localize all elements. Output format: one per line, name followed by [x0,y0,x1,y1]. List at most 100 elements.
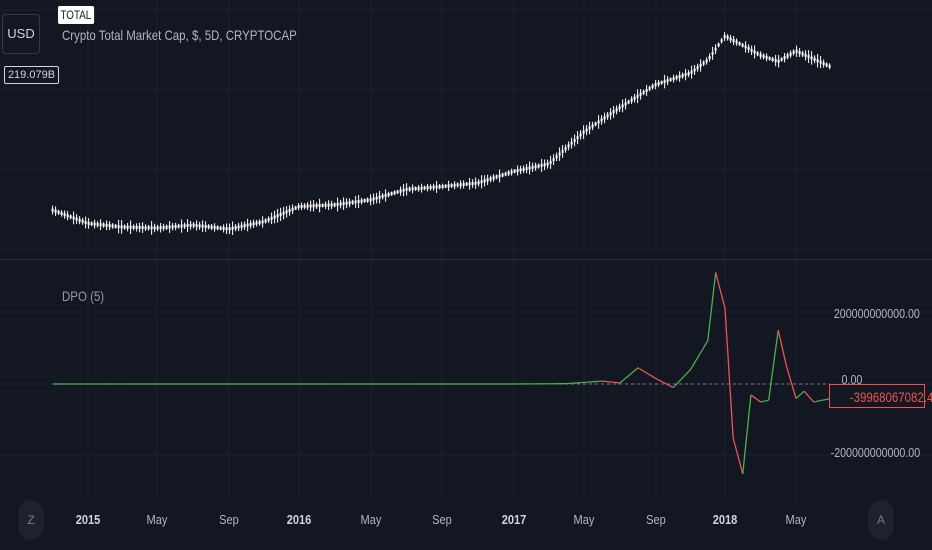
price-candle-body [624,102,627,106]
price-candle-body [648,87,651,91]
dpo-segment [684,373,688,377]
dpo-segment [693,359,697,364]
price-candle-body [675,76,678,80]
price-candle-body [525,167,528,171]
dpo-segment [752,395,756,399]
price-candle-body [783,56,786,60]
dpo-segment [629,372,633,376]
price-candle-body [375,196,378,200]
x-axis-label: May [360,512,382,527]
dpo-segment [653,376,657,380]
dpo-segment [754,397,758,400]
price-candle-body [198,224,201,228]
dpo-segment [641,369,645,372]
price-candle-body [630,98,633,102]
chart-title: Crypto Total Market Cap, $, 5D, CRYPTOCA… [62,27,297,43]
price-candle-body [558,152,561,156]
auto-scale-button[interactable]: A [868,500,894,540]
x-axis-label: Sep [432,512,452,527]
price-candle-body [339,202,342,206]
price-candle-body [69,215,72,219]
dpo-segment [676,381,680,385]
price-candle-body [126,225,129,229]
price-candle-body [228,227,231,231]
dpo-segment [758,400,761,403]
price-candle-body [294,206,297,210]
dpo-segment [791,385,795,393]
price-candle-body [678,75,681,79]
price-candle-body [201,224,204,228]
price-candle-body [453,183,456,187]
price-candle-body [174,225,177,229]
price-candle-body [642,90,645,94]
dpo-segment [655,378,659,381]
dpo-segment [805,392,809,396]
price-candle-body [192,223,195,227]
dpo-segment [625,375,629,379]
price-candle-body [732,39,735,43]
x-axis-label: May [573,512,595,527]
price-candle-body [825,63,828,67]
dpo-segment [726,340,730,374]
price-candle-body [435,185,438,189]
price-candle-body [84,220,87,224]
price-candle-body [360,199,363,203]
price-candle-body [672,77,675,81]
price-candle-body [477,181,480,185]
dpo-segment [742,454,746,475]
dpo-segment [779,338,783,349]
price-candle-body [651,85,654,89]
dpo-segment [728,373,732,406]
symbol-badge[interactable]: TOTAL [58,6,94,24]
price-candle-body [786,54,789,58]
price-candle-body [597,120,600,124]
price-candle-body [318,204,321,208]
price-candle-body [207,225,210,229]
price-candle-body [465,182,468,186]
dpo-segment [732,437,736,446]
currency-button[interactable]: USD [2,14,40,54]
dpo-segment [715,272,719,280]
price-candle-body [795,49,798,53]
dpo-segment [695,356,699,361]
price-candle-body [168,225,171,229]
price-candle-body [720,39,723,43]
price-candle-body [639,92,642,96]
price-candle-body [756,52,759,56]
price-candle-body [99,223,102,227]
price-candle-body [90,222,93,226]
price-candle-body [249,222,252,226]
x-axis-label: 2017 [501,512,527,527]
scale-toggle-button[interactable]: Z [18,500,44,540]
price-candle-body [507,171,510,175]
price-candle-body [252,222,255,226]
price-candle-body [483,179,486,183]
price-candle-body [549,160,552,164]
price-candle-body [660,81,663,85]
price-candle-body [114,224,117,228]
price-candle-body [273,215,276,219]
price-candle-body [489,177,492,181]
dpo-segment [678,379,682,383]
price-candle-body [411,187,414,191]
price-candle-body [66,214,69,218]
price-candle-body [177,224,180,228]
price-candle-body [315,204,318,208]
price-candle-body [513,169,516,173]
price-candle-body [702,61,705,65]
price-candle-body [429,185,432,189]
price-candle-body [753,50,756,54]
price-candle-body [696,66,699,70]
dpo-segment [647,373,651,376]
dpo-segment [746,414,750,435]
price-candle-body [255,221,258,225]
dpo-segment [795,396,799,399]
price-candle-body [570,141,573,145]
indicator-label[interactable]: DPO (5) [62,288,105,304]
price-candle-body [516,169,519,173]
price-candle-body [708,56,711,60]
price-candle-body [63,213,66,217]
price-candle-body [777,59,780,63]
price-candle-body [279,212,282,216]
